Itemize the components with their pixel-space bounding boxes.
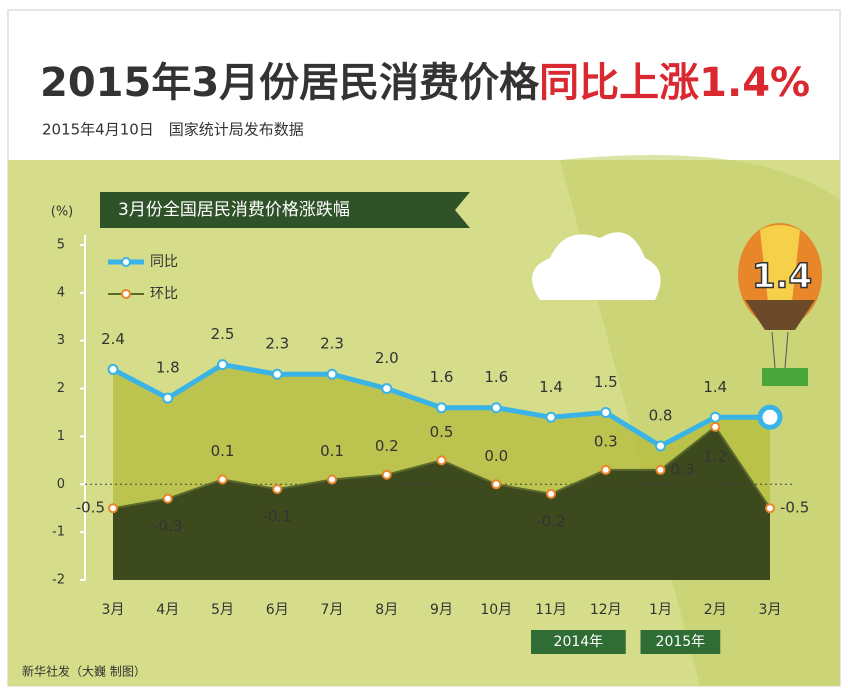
value-label: 2.4: [101, 330, 125, 348]
plot: 5 4 3 2 1 0 -1 -2 3月 4月 5月 6月 7月 8月 9月 10月 11月 12月 1月 2月 3月 2…: [52, 235, 809, 654]
y-tick-label: 4: [57, 285, 65, 300]
value-label: -0.1: [263, 508, 292, 526]
point: [272, 484, 283, 495]
x-tick-label: 3月: [102, 602, 125, 618]
y-unit: (%): [51, 205, 74, 220]
value-label: 0.1: [320, 442, 344, 460]
value-label: 1.5: [594, 373, 618, 391]
value-label: 1.6: [484, 368, 508, 386]
legend-marker: [121, 289, 131, 299]
point: [108, 503, 118, 514]
value-label: 2.3: [320, 335, 344, 353]
point: [710, 421, 721, 432]
year-badge: [531, 630, 626, 654]
x-tick-label: 11月: [535, 602, 567, 618]
x-tick-label: 1月: [649, 602, 672, 618]
point: [655, 464, 666, 475]
point: [491, 479, 502, 490]
legend-marker: [121, 257, 131, 267]
value-label: 2.3: [265, 335, 289, 353]
value-label: 2.0: [375, 349, 399, 367]
value-label: 1.2: [703, 447, 727, 465]
point: [600, 407, 612, 418]
subtitle: 2015年4月10日 国家统计局发布数据: [42, 121, 304, 139]
value-label: -0.2: [536, 512, 565, 530]
footer: 新华社发（大巍 制图）: [22, 664, 146, 679]
value-label: 1.8: [156, 359, 180, 377]
point: [600, 464, 611, 475]
point: [107, 363, 119, 375]
value-label: -0.5: [76, 499, 105, 517]
y-tick-label: 2: [57, 381, 65, 396]
legend-label: 同比: [150, 254, 178, 270]
value-label: 0.3: [671, 460, 695, 478]
banner: [100, 192, 470, 228]
point: [490, 402, 502, 414]
cloud: [532, 232, 661, 300]
value-label: 1.4: [703, 378, 727, 396]
point: [162, 392, 174, 404]
point: [709, 411, 721, 423]
value-label: 1.6: [430, 368, 454, 386]
x-tick-label: 2月: [704, 602, 727, 618]
x-tick-label: 7月: [321, 602, 344, 618]
value-label: 1.4: [539, 378, 563, 396]
point: [217, 359, 228, 371]
point: [327, 474, 337, 485]
x-tick-label: 8月: [375, 602, 398, 618]
value-label: 0.0: [484, 447, 508, 465]
x-tick-label: 4月: [156, 602, 179, 618]
point: [436, 402, 447, 414]
balloon-label: 1.4: [752, 257, 812, 297]
value-label: -0.3: [153, 517, 182, 535]
value-label: 0.1: [211, 442, 235, 460]
value-label: -0.5: [780, 499, 809, 517]
point: [757, 404, 783, 430]
year-badge: [640, 630, 721, 654]
area: [113, 426, 770, 580]
point: [545, 411, 557, 423]
point: [381, 469, 392, 480]
value-label: 0.3: [594, 432, 618, 450]
x-tick-label: 12月: [590, 602, 622, 618]
title-red: 同比上涨1.4%: [539, 60, 810, 106]
y-tick-label: 0: [57, 477, 65, 492]
year-label: 2015年: [656, 634, 706, 650]
point: [217, 474, 228, 485]
x-tick-label: 6月: [266, 602, 289, 618]
y-tick-label: 5: [57, 238, 65, 253]
legend-label: 环比: [150, 286, 178, 302]
point: [655, 440, 666, 452]
point: [436, 455, 447, 466]
chart-title: 3月份全国居民消费价格涨跌幅: [118, 200, 350, 220]
x-tick-label: 5月: [211, 602, 234, 618]
year-label: 2014年: [554, 634, 604, 650]
point: [546, 488, 556, 499]
point: [326, 368, 338, 380]
point: [381, 383, 393, 395]
title: 2015年3月份居民消费价格同比上涨1.4%: [40, 60, 810, 106]
value-label: 0.2: [375, 437, 399, 455]
point: [271, 368, 283, 380]
y-tick-label: 3: [57, 333, 65, 348]
point: [765, 503, 775, 514]
y-tick-label: 1: [57, 429, 65, 444]
value-label: 0.8: [649, 407, 673, 425]
balloon: 1.4: [738, 223, 822, 386]
y-tick-label: -2: [52, 573, 65, 588]
value-label: 0.5: [430, 423, 454, 441]
x-tick-label: 3月: [759, 602, 782, 618]
x-tick-label: 9月: [430, 602, 453, 618]
point: [162, 493, 173, 504]
value-label: 2.5: [211, 325, 235, 343]
x-tick-label: 10月: [480, 602, 512, 618]
title-black: 2015年3月份居民消费价格: [40, 60, 540, 106]
y-tick-label: -1: [52, 525, 65, 540]
